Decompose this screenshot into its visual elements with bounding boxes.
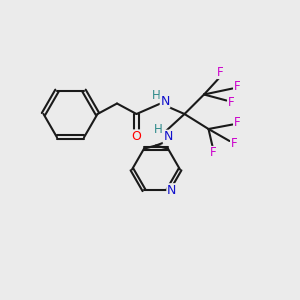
- Text: N: N: [167, 184, 176, 197]
- Text: F: F: [228, 95, 234, 109]
- Text: H: H: [152, 89, 160, 102]
- Text: N: N: [163, 130, 173, 143]
- Text: F: F: [231, 137, 237, 150]
- Text: H: H: [154, 123, 163, 136]
- Text: N: N: [160, 95, 170, 108]
- Text: O: O: [132, 130, 141, 143]
- Text: F: F: [210, 146, 216, 160]
- Text: F: F: [217, 65, 224, 79]
- Text: F: F: [234, 116, 240, 130]
- Text: F: F: [234, 80, 240, 94]
